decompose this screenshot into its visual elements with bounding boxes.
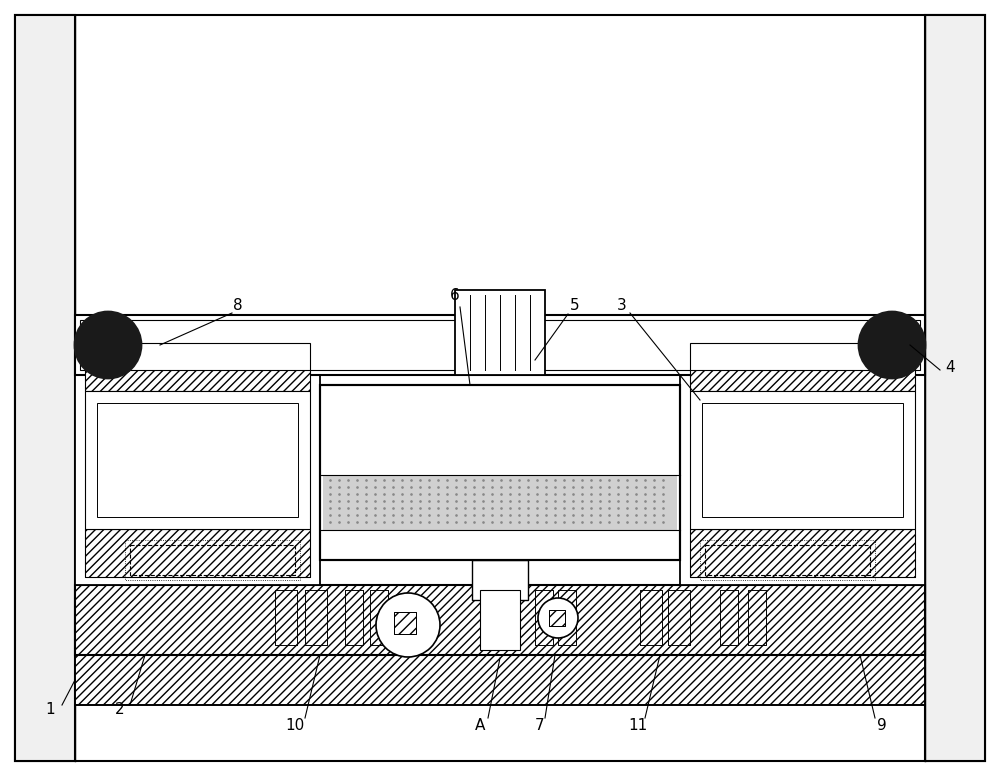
Bar bbox=[690, 529, 915, 577]
Bar bbox=[535, 590, 553, 645]
Bar bbox=[558, 590, 576, 645]
Text: A: A bbox=[475, 719, 485, 733]
Text: 8: 8 bbox=[233, 297, 243, 313]
Bar bbox=[85, 391, 310, 529]
Bar bbox=[323, 475, 677, 530]
Bar bbox=[85, 343, 310, 391]
Bar bbox=[345, 590, 363, 645]
Bar bbox=[480, 590, 520, 650]
Bar bbox=[305, 590, 327, 645]
Bar bbox=[640, 590, 662, 645]
Bar bbox=[535, 590, 553, 645]
Text: 6: 6 bbox=[450, 287, 460, 303]
Bar bbox=[80, 320, 920, 370]
Bar bbox=[925, 15, 985, 761]
Circle shape bbox=[376, 593, 440, 657]
Bar bbox=[97, 403, 298, 517]
Circle shape bbox=[538, 598, 578, 638]
Bar bbox=[75, 335, 320, 585]
Bar bbox=[700, 540, 875, 580]
Bar bbox=[680, 335, 925, 585]
Bar bbox=[394, 612, 416, 634]
Text: 7: 7 bbox=[535, 719, 545, 733]
Text: 5: 5 bbox=[570, 297, 580, 313]
Text: 11: 11 bbox=[628, 719, 648, 733]
Bar bbox=[690, 343, 915, 391]
Bar bbox=[720, 590, 738, 645]
Bar bbox=[370, 590, 388, 645]
Bar bbox=[455, 290, 545, 375]
Bar bbox=[720, 590, 738, 645]
Bar bbox=[75, 585, 925, 655]
Text: 2: 2 bbox=[115, 702, 125, 718]
Bar bbox=[75, 315, 925, 375]
Bar bbox=[125, 540, 300, 580]
Bar bbox=[75, 655, 925, 705]
Bar bbox=[75, 585, 925, 655]
Bar bbox=[85, 529, 310, 577]
Bar bbox=[748, 590, 766, 645]
Bar bbox=[668, 590, 690, 645]
Bar bbox=[702, 403, 903, 517]
Bar bbox=[320, 385, 680, 560]
Bar bbox=[85, 343, 310, 391]
Bar bbox=[85, 529, 310, 577]
Bar bbox=[558, 590, 576, 645]
Bar bbox=[394, 612, 416, 634]
Bar bbox=[472, 560, 528, 600]
Circle shape bbox=[75, 312, 141, 378]
Bar bbox=[549, 610, 565, 626]
Bar bbox=[549, 610, 565, 626]
Bar bbox=[305, 590, 327, 645]
Text: 10: 10 bbox=[285, 719, 305, 733]
Bar bbox=[75, 655, 925, 705]
Bar bbox=[690, 391, 915, 529]
Circle shape bbox=[859, 312, 925, 378]
Text: 9: 9 bbox=[877, 719, 887, 733]
Bar bbox=[748, 590, 766, 645]
Text: 3: 3 bbox=[617, 297, 627, 313]
Text: 1: 1 bbox=[45, 702, 55, 718]
Bar bbox=[275, 590, 297, 645]
Bar bbox=[668, 590, 690, 645]
Bar bbox=[320, 385, 680, 560]
Bar bbox=[690, 529, 915, 577]
Bar bbox=[275, 590, 297, 645]
Bar bbox=[345, 590, 363, 645]
Bar bbox=[15, 15, 75, 761]
Bar bbox=[640, 590, 662, 645]
Bar bbox=[690, 343, 915, 391]
Text: 4: 4 bbox=[945, 361, 955, 376]
Bar bbox=[130, 545, 295, 575]
Bar bbox=[705, 545, 870, 575]
Bar bbox=[370, 590, 388, 645]
